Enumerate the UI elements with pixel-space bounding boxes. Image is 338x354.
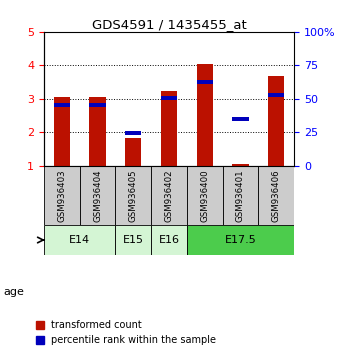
FancyBboxPatch shape [115, 225, 151, 255]
Text: GSM936405: GSM936405 [129, 169, 138, 222]
FancyBboxPatch shape [44, 225, 115, 255]
Bar [161, 96, 177, 100]
Bar [125, 131, 141, 135]
Bar [161, 91, 177, 166]
Text: GSM936402: GSM936402 [165, 169, 173, 222]
FancyBboxPatch shape [44, 166, 80, 225]
Bar [125, 138, 141, 166]
Text: GSM936404: GSM936404 [93, 169, 102, 222]
Legend: transformed count, percentile rank within the sample: transformed count, percentile rank withi… [32, 316, 220, 349]
Bar [268, 76, 284, 166]
Text: GSM936400: GSM936400 [200, 169, 209, 222]
Text: GSM936406: GSM936406 [272, 169, 281, 222]
FancyBboxPatch shape [187, 225, 294, 255]
Bar [54, 97, 70, 166]
FancyBboxPatch shape [258, 166, 294, 225]
Bar [54, 103, 70, 107]
Text: E16: E16 [159, 235, 179, 245]
FancyBboxPatch shape [80, 166, 115, 225]
Text: E14: E14 [69, 235, 90, 245]
Text: E17.5: E17.5 [224, 235, 256, 245]
Bar [197, 80, 213, 84]
FancyBboxPatch shape [151, 166, 187, 225]
Bar [233, 117, 248, 121]
Bar [90, 97, 105, 166]
FancyBboxPatch shape [115, 166, 151, 225]
Text: E15: E15 [123, 235, 144, 245]
Text: GSM936403: GSM936403 [57, 169, 66, 222]
Text: age: age [3, 287, 24, 297]
Text: GSM936401: GSM936401 [236, 169, 245, 222]
Bar [233, 164, 248, 166]
FancyBboxPatch shape [223, 166, 258, 225]
FancyBboxPatch shape [151, 225, 187, 255]
FancyBboxPatch shape [187, 166, 223, 225]
Bar [90, 103, 105, 108]
Title: GDS4591 / 1435455_at: GDS4591 / 1435455_at [92, 18, 246, 31]
Bar [197, 64, 213, 166]
Bar [268, 93, 284, 97]
